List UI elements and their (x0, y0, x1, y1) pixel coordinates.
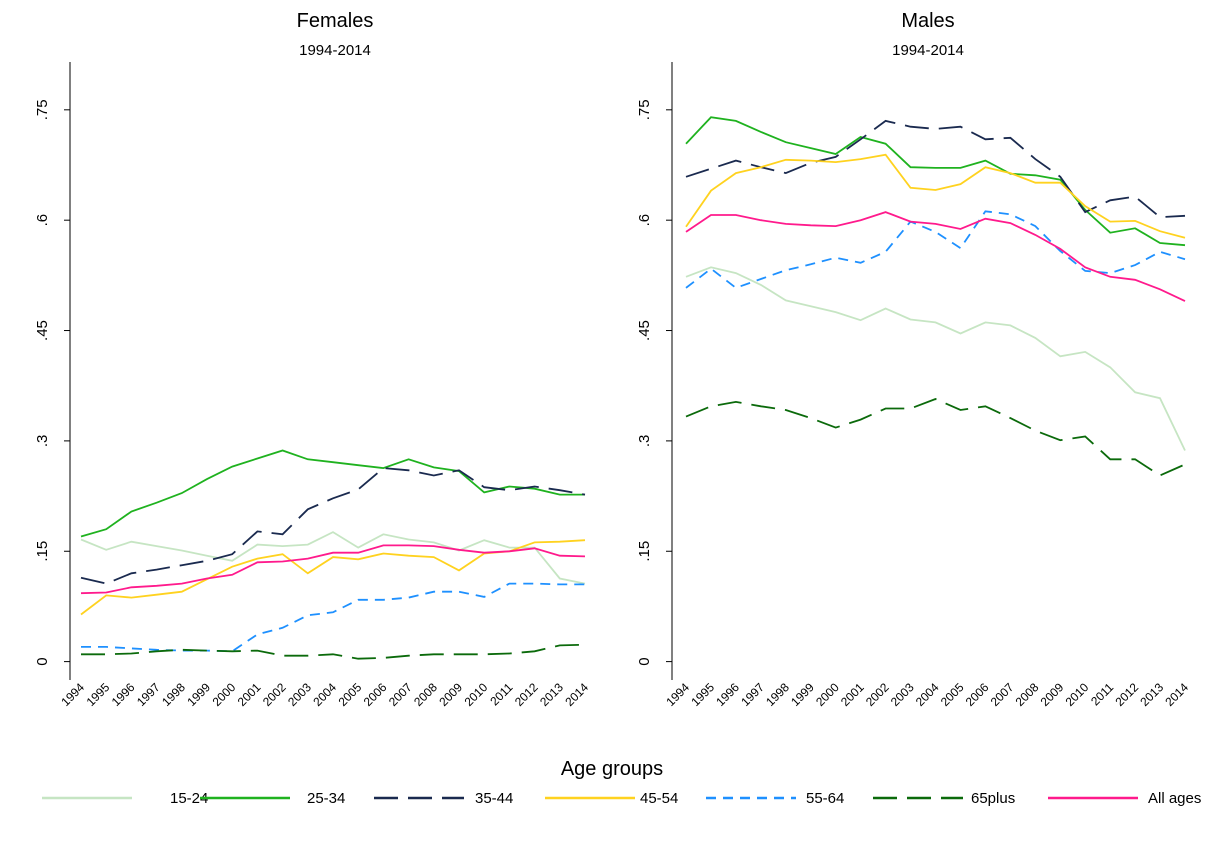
x-tick-label: 2004 (310, 680, 339, 709)
x-tick-label: 2005 (938, 680, 967, 709)
x-tick-label: 2003 (888, 680, 917, 709)
y-tick-label: 0 (34, 657, 51, 665)
series-line (685, 116, 1186, 247)
series-line (80, 467, 586, 585)
x-tick-label: 2008 (1013, 680, 1042, 709)
y-tick-label: .15 (34, 541, 51, 562)
series-line (685, 211, 1186, 302)
series-line (685, 153, 1186, 239)
x-tick-label: 2006 (361, 680, 390, 709)
x-tick-label: 1998 (763, 680, 792, 709)
y-tick-label: .45 (636, 320, 653, 341)
chart-title: Males (901, 10, 954, 32)
x-tick-label: 2005 (336, 680, 365, 709)
x-tick-label: 1999 (184, 680, 213, 709)
y-tick-label: .15 (636, 541, 653, 562)
x-tick-label: 2002 (260, 680, 289, 709)
series-line (80, 531, 586, 585)
x-tick-label: 2006 (963, 680, 992, 709)
x-tick-label: 2001 (235, 680, 264, 709)
legend-label: 15-24 (170, 790, 208, 807)
x-tick-label: 2010 (1063, 680, 1092, 709)
x-tick-label: 2014 (562, 680, 591, 709)
x-tick-label: 2009 (436, 680, 465, 709)
y-tick-label: .6 (636, 214, 653, 227)
x-tick-label: 2012 (1112, 680, 1141, 709)
x-tick-label: 1999 (788, 680, 817, 709)
x-tick-label: 1995 (84, 680, 113, 709)
y-tick-label: .75 (636, 99, 653, 120)
legend-label: 45-54 (640, 790, 678, 807)
chart-subtitle: 1994-2014 (892, 42, 964, 59)
legend-label: 55-64 (806, 790, 844, 807)
x-tick-label: 2011 (1088, 680, 1116, 708)
series-line (81, 582, 585, 653)
x-tick-label: 2008 (411, 680, 440, 709)
series-line (685, 119, 1186, 219)
x-tick-label: 1994 (58, 680, 87, 709)
x-tick-label: 1997 (134, 680, 163, 709)
x-tick-label: 2000 (813, 680, 842, 709)
x-tick-label: 1995 (688, 680, 717, 709)
legend-label: All ages (1148, 790, 1201, 807)
x-tick-label: 2002 (863, 680, 892, 709)
chart-title: Females (297, 10, 374, 32)
x-tick-label: 2012 (512, 680, 541, 709)
x-tick-label: 2013 (1137, 680, 1166, 709)
series-line (685, 266, 1186, 451)
series-line (685, 210, 1186, 289)
series-line (81, 643, 586, 660)
x-tick-label: 2007 (386, 680, 415, 709)
y-tick-label: 0 (636, 657, 653, 665)
y-tick-label: .3 (636, 435, 653, 448)
x-tick-label: 2003 (285, 680, 314, 709)
chart-subtitle: 1994-2014 (299, 42, 371, 59)
x-tick-label: 2004 (913, 680, 942, 709)
legend-title: Age groups (561, 758, 663, 780)
x-tick-label: 2009 (1038, 680, 1067, 709)
x-tick-label: 2010 (462, 680, 491, 709)
x-tick-label: 2000 (210, 680, 239, 709)
legend-label: 65plus (971, 790, 1015, 807)
y-tick-label: .75 (34, 99, 51, 120)
x-tick-label: 2001 (838, 680, 867, 709)
x-tick-label: 2013 (537, 680, 566, 709)
x-tick-label: 1996 (713, 680, 742, 709)
legend-label: 35-44 (475, 790, 513, 807)
x-tick-label: 1994 (663, 680, 692, 709)
x-tick-label: 1997 (738, 680, 767, 709)
y-tick-label: .3 (34, 435, 51, 448)
series-line (685, 398, 1186, 477)
x-tick-label: 1998 (159, 680, 188, 709)
x-tick-label: 2007 (988, 680, 1017, 709)
series-line (80, 449, 585, 538)
y-tick-label: .45 (34, 320, 51, 341)
x-tick-label: 2011 (487, 680, 515, 708)
series-line (80, 544, 586, 595)
y-tick-label: .6 (34, 214, 51, 227)
x-tick-label: 2014 (1162, 680, 1191, 709)
legend-label: 25-34 (307, 790, 345, 807)
x-tick-label: 1996 (109, 680, 138, 709)
